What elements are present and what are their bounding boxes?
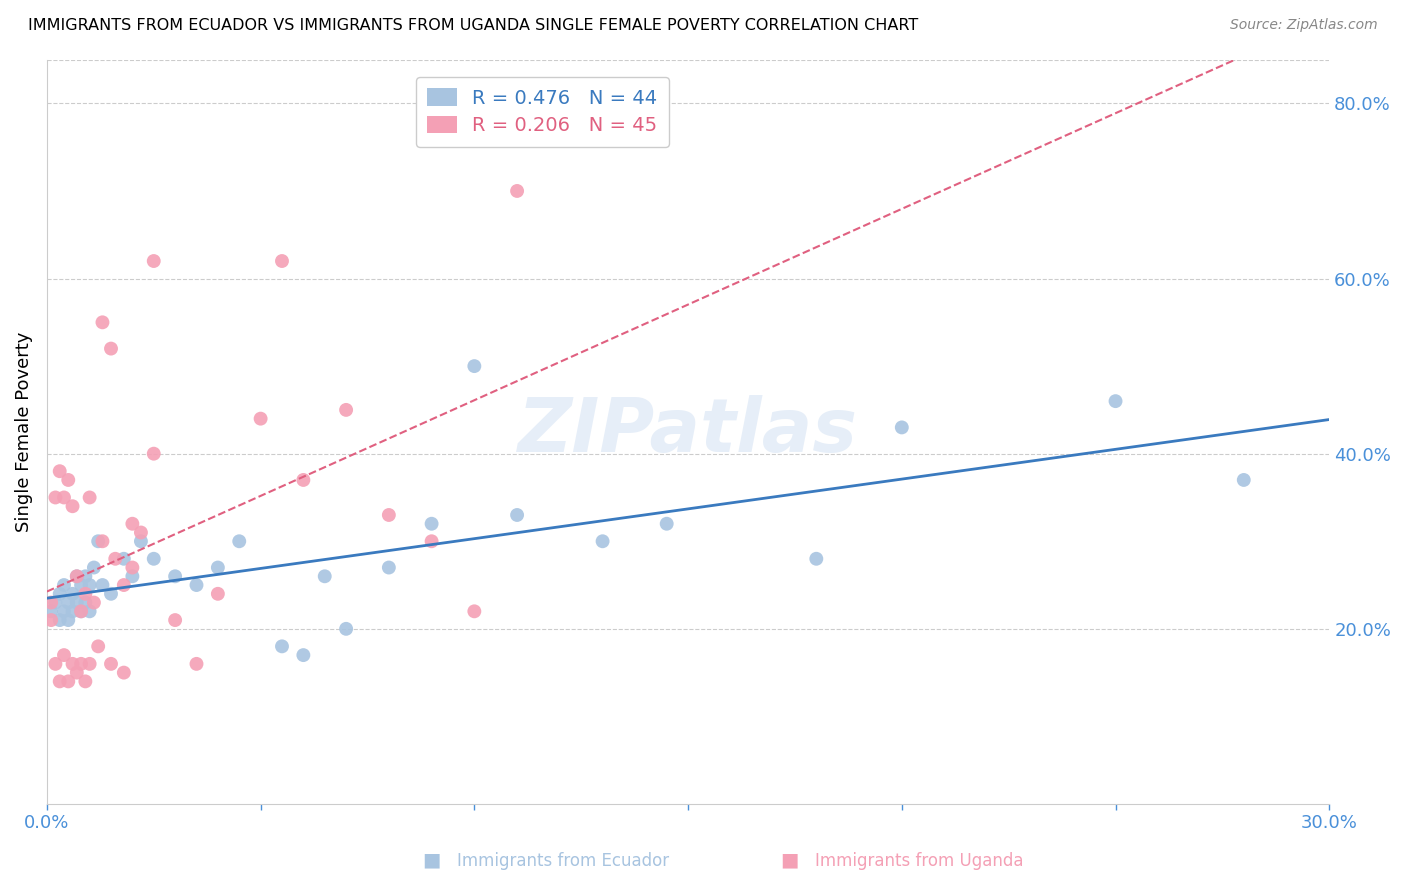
Y-axis label: Single Female Poverty: Single Female Poverty bbox=[15, 332, 32, 532]
Point bbox=[314, 569, 336, 583]
Point bbox=[463, 604, 485, 618]
Point bbox=[66, 596, 89, 610]
Point bbox=[70, 657, 93, 671]
Point bbox=[83, 560, 105, 574]
Point bbox=[83, 596, 105, 610]
Point bbox=[79, 491, 101, 505]
Point bbox=[112, 551, 135, 566]
Point bbox=[70, 604, 93, 618]
Point bbox=[75, 674, 97, 689]
Point bbox=[1233, 473, 1256, 487]
Point bbox=[100, 342, 122, 356]
Point bbox=[62, 587, 84, 601]
Point bbox=[142, 551, 165, 566]
Text: IMMIGRANTS FROM ECUADOR VS IMMIGRANTS FROM UGANDA SINGLE FEMALE POVERTY CORRELAT: IMMIGRANTS FROM ECUADOR VS IMMIGRANTS FR… bbox=[28, 18, 918, 33]
Legend: R = 0.476   N = 44, R = 0.206   N = 45: R = 0.476 N = 44, R = 0.206 N = 45 bbox=[416, 77, 669, 146]
Point bbox=[335, 403, 357, 417]
Point bbox=[129, 534, 152, 549]
Text: ZIPatlas: ZIPatlas bbox=[517, 395, 858, 468]
Text: ■: ■ bbox=[422, 851, 440, 870]
Point bbox=[378, 508, 401, 522]
Point bbox=[44, 657, 66, 671]
Point bbox=[228, 534, 250, 549]
Point bbox=[66, 569, 89, 583]
Point bbox=[79, 657, 101, 671]
Point bbox=[592, 534, 614, 549]
Point bbox=[62, 604, 84, 618]
Point bbox=[53, 578, 76, 592]
Point bbox=[66, 665, 89, 680]
Point bbox=[79, 578, 101, 592]
Point bbox=[142, 447, 165, 461]
Point bbox=[165, 613, 187, 627]
Point bbox=[91, 578, 114, 592]
Point bbox=[39, 604, 62, 618]
Point bbox=[420, 516, 443, 531]
Point bbox=[62, 500, 84, 514]
Point bbox=[186, 578, 208, 592]
Point bbox=[207, 587, 229, 601]
Point bbox=[58, 613, 80, 627]
Point bbox=[87, 640, 110, 654]
Point bbox=[91, 534, 114, 549]
Point bbox=[335, 622, 357, 636]
Point bbox=[292, 473, 315, 487]
Point bbox=[53, 491, 76, 505]
Point bbox=[292, 648, 315, 662]
Point bbox=[75, 587, 97, 601]
Point bbox=[121, 516, 143, 531]
Point bbox=[91, 315, 114, 329]
Point bbox=[506, 508, 529, 522]
Text: Immigrants from Uganda: Immigrants from Uganda bbox=[815, 852, 1024, 870]
Point bbox=[142, 254, 165, 268]
Point bbox=[70, 578, 93, 592]
Point bbox=[48, 613, 70, 627]
Text: Source: ZipAtlas.com: Source: ZipAtlas.com bbox=[1230, 18, 1378, 32]
Point bbox=[420, 534, 443, 549]
Point bbox=[506, 184, 529, 198]
Point bbox=[70, 604, 93, 618]
Point bbox=[121, 569, 143, 583]
Point bbox=[58, 596, 80, 610]
Point bbox=[39, 613, 62, 627]
Point bbox=[48, 587, 70, 601]
Point bbox=[44, 491, 66, 505]
Point bbox=[655, 516, 678, 531]
Point bbox=[271, 254, 294, 268]
Point bbox=[100, 587, 122, 601]
Point bbox=[165, 569, 187, 583]
Point bbox=[890, 420, 912, 434]
Point bbox=[53, 604, 76, 618]
Point bbox=[79, 604, 101, 618]
Point bbox=[58, 473, 80, 487]
Point bbox=[48, 674, 70, 689]
Point bbox=[62, 657, 84, 671]
Point bbox=[75, 596, 97, 610]
Text: ■: ■ bbox=[780, 851, 799, 870]
Point bbox=[806, 551, 828, 566]
Point bbox=[249, 411, 271, 425]
Point bbox=[463, 359, 485, 373]
Point bbox=[121, 560, 143, 574]
Point bbox=[271, 640, 294, 654]
Point bbox=[87, 534, 110, 549]
Point bbox=[112, 665, 135, 680]
Point bbox=[75, 569, 97, 583]
Point bbox=[129, 525, 152, 540]
Point bbox=[207, 560, 229, 574]
Point bbox=[100, 657, 122, 671]
Point bbox=[1104, 394, 1126, 409]
Point bbox=[53, 648, 76, 662]
Point bbox=[44, 596, 66, 610]
Point bbox=[48, 464, 70, 478]
Point bbox=[39, 596, 62, 610]
Point bbox=[66, 569, 89, 583]
Point bbox=[104, 551, 127, 566]
Point bbox=[186, 657, 208, 671]
Point bbox=[112, 578, 135, 592]
Point bbox=[378, 560, 401, 574]
Text: Immigrants from Ecuador: Immigrants from Ecuador bbox=[457, 852, 669, 870]
Point bbox=[58, 674, 80, 689]
